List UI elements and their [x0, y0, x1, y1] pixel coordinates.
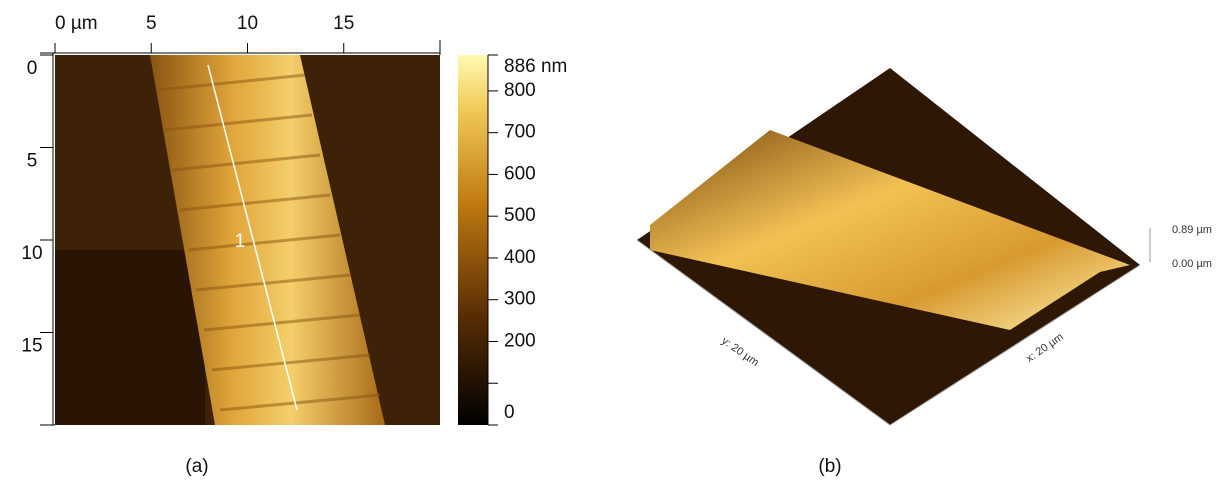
profile-label: 1: [235, 231, 246, 252]
caption: (a): [185, 456, 208, 477]
colorbar-tick-label: 200: [504, 330, 536, 351]
colorbar-tick-label: 600: [504, 163, 536, 184]
colorbar: [458, 55, 488, 425]
colorbar-tick-label: 700: [504, 122, 536, 143]
colorbar-tick-label: 0: [504, 402, 515, 423]
colorbar-tick-label: 400: [504, 247, 536, 268]
figure: 1 0.89 µm 0.00 µm y: 20 µm x: 20 µm (a) …: [0, 0, 1223, 484]
z-tick-label: 0.89 µm: [1172, 224, 1212, 236]
y-tick-label: 15: [21, 336, 42, 357]
colorbar-tick-label: 800: [504, 80, 536, 101]
y-tick-label: 0: [27, 58, 38, 79]
y-tick-label: 5: [27, 151, 38, 172]
afm-3d: 0.89 µm 0.00 µm y: 20 µm x: 20 µm: [637, 68, 1212, 425]
x-tick-label: 15: [333, 13, 354, 34]
x-tick-label: 0 µm: [55, 13, 98, 34]
y-tick-label: 10: [21, 243, 42, 264]
caption: (b): [818, 456, 841, 477]
colorbar-tick-label: 886 nm: [504, 56, 567, 77]
colorbar-tick-label: 500: [504, 205, 536, 226]
colorbar-tick-label: 300: [504, 289, 536, 310]
x-axis-label: x: 20 µm: [1024, 331, 1066, 365]
x-tick-label: 5: [146, 13, 157, 34]
y-axis-label: y: 20 µm: [719, 335, 761, 369]
x-tick-label: 10: [237, 13, 258, 34]
afm-image: 1: [55, 55, 440, 425]
z-tick-label: 0.00 µm: [1172, 258, 1212, 270]
image-shadow: [55, 250, 205, 425]
